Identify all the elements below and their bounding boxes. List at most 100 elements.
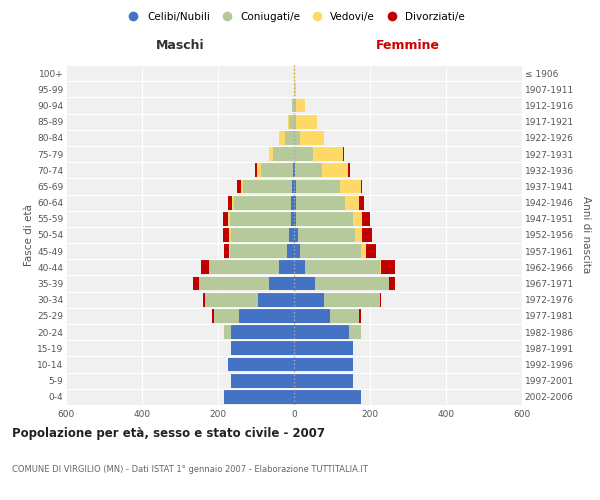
Bar	[199, 276, 269, 290]
Bar	[305, 260, 380, 274]
Bar	[294, 260, 305, 274]
Bar	[212, 309, 214, 323]
Bar	[389, 276, 395, 290]
Bar	[228, 196, 232, 209]
Bar	[295, 164, 322, 177]
Bar	[255, 164, 257, 177]
Bar	[205, 293, 258, 306]
Bar	[224, 326, 232, 339]
Bar	[325, 293, 380, 306]
Bar	[300, 131, 325, 144]
Bar	[289, 228, 294, 242]
Bar	[224, 244, 229, 258]
Bar	[287, 244, 294, 258]
Bar	[362, 228, 372, 242]
Bar	[230, 212, 291, 226]
Bar	[346, 196, 359, 209]
Bar	[230, 244, 287, 258]
Bar	[294, 196, 296, 209]
Bar	[330, 309, 359, 323]
Bar	[273, 147, 294, 161]
Bar	[284, 131, 294, 144]
Bar	[296, 212, 353, 226]
Bar	[294, 342, 353, 355]
Bar	[292, 98, 294, 112]
Bar	[296, 180, 340, 194]
Bar	[260, 164, 293, 177]
Text: COMUNE DI VIRGILIO (MN) - Dati ISTAT 1° gennaio 2007 - Elaborazione TUTTITALIA.I: COMUNE DI VIRGILIO (MN) - Dati ISTAT 1° …	[12, 466, 368, 474]
Bar	[294, 82, 296, 96]
Bar	[315, 276, 389, 290]
Bar	[269, 276, 294, 290]
Bar	[294, 358, 353, 372]
Bar	[232, 342, 294, 355]
Bar	[294, 293, 325, 306]
Bar	[230, 228, 289, 242]
Bar	[193, 276, 199, 290]
Bar	[382, 260, 395, 274]
Bar	[349, 326, 361, 339]
Bar	[269, 147, 273, 161]
Bar	[291, 196, 294, 209]
Bar	[239, 309, 294, 323]
Bar	[343, 147, 344, 161]
Bar	[349, 164, 350, 177]
Bar	[257, 164, 260, 177]
Text: Popolazione per età, sesso e stato civile - 2007: Popolazione per età, sesso e stato civil…	[12, 428, 325, 440]
Bar	[361, 180, 362, 194]
Bar	[232, 374, 294, 388]
Bar	[214, 309, 239, 323]
Bar	[294, 66, 295, 80]
Bar	[228, 212, 230, 226]
Bar	[291, 212, 294, 226]
Bar	[292, 180, 294, 194]
Bar	[296, 98, 305, 112]
Bar	[294, 180, 296, 194]
Bar	[201, 260, 209, 274]
Bar	[294, 228, 298, 242]
Bar	[359, 196, 364, 209]
Bar	[298, 228, 355, 242]
Y-axis label: Fasce di età: Fasce di età	[24, 204, 34, 266]
Bar	[279, 260, 294, 274]
Bar	[203, 293, 205, 306]
Bar	[362, 212, 370, 226]
Bar	[313, 147, 343, 161]
Bar	[294, 390, 361, 404]
Bar	[223, 228, 229, 242]
Bar	[294, 131, 300, 144]
Bar	[232, 326, 294, 339]
Bar	[241, 180, 242, 194]
Bar	[359, 309, 361, 323]
Bar	[294, 212, 296, 226]
Bar	[289, 115, 294, 128]
Bar	[380, 293, 382, 306]
Bar	[300, 244, 361, 258]
Bar	[296, 196, 346, 209]
Bar	[353, 212, 362, 226]
Bar	[294, 98, 296, 112]
Bar	[258, 293, 294, 306]
Bar	[237, 180, 241, 194]
Bar	[227, 358, 294, 372]
Bar	[209, 260, 279, 274]
Bar	[294, 326, 349, 339]
Bar	[361, 244, 366, 258]
Bar	[296, 115, 317, 128]
Bar	[294, 374, 353, 388]
Bar	[340, 180, 361, 194]
Bar	[279, 131, 284, 144]
Y-axis label: Anni di nascita: Anni di nascita	[581, 196, 590, 274]
Bar	[294, 147, 313, 161]
Bar	[294, 115, 296, 128]
Bar	[234, 196, 291, 209]
Text: Femmine: Femmine	[376, 39, 440, 52]
Bar	[229, 228, 230, 242]
Bar	[224, 390, 294, 404]
Bar	[294, 244, 300, 258]
Bar	[366, 244, 376, 258]
Bar	[355, 228, 362, 242]
Bar	[294, 309, 330, 323]
Bar	[287, 115, 289, 128]
Bar	[293, 164, 294, 177]
